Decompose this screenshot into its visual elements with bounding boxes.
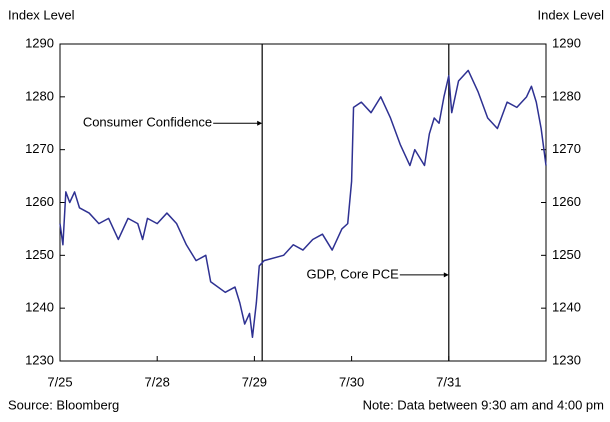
annotation-arrowhead xyxy=(257,120,263,126)
y2-tick-label: 1240 xyxy=(552,300,581,315)
y-tick-label: 1270 xyxy=(25,141,54,156)
y-tick-label: 1260 xyxy=(25,194,54,209)
y2-tick-label: 1290 xyxy=(552,35,581,50)
y-tick-label: 1240 xyxy=(25,300,54,315)
y2-tick-label: 1270 xyxy=(552,141,581,156)
y2-tick-label: 1260 xyxy=(552,194,581,209)
y-tick-label: 1290 xyxy=(25,35,54,50)
annotation-arrowhead xyxy=(443,272,449,278)
y-tick-label: 1280 xyxy=(25,88,54,103)
x-tick-label: 7/29 xyxy=(242,374,267,389)
annotation: GDP, Core PCE xyxy=(307,266,400,281)
x-tick-label: 7/30 xyxy=(339,374,364,389)
y2-tick-label: 1230 xyxy=(552,352,581,367)
series-line xyxy=(59,69,547,338)
plot-frame xyxy=(59,43,547,362)
x-tick-label: 7/25 xyxy=(47,374,72,389)
y2-tick-label: 1250 xyxy=(552,247,581,262)
y-axis-label: Index Level xyxy=(8,7,75,22)
y2-axis-label: Index Level xyxy=(538,7,605,22)
annotation: Consumer Confidence xyxy=(83,115,212,130)
x-tick-label: 7/28 xyxy=(145,374,170,389)
y2-tick-label: 1280 xyxy=(552,88,581,103)
x-tick-label: 7/31 xyxy=(436,374,461,389)
y-tick-label: 1250 xyxy=(25,247,54,262)
source: Source: Bloomberg xyxy=(8,397,119,412)
note: Note: Data between 9:30 am and 4:00 pm xyxy=(363,397,604,412)
y-tick-label: 1230 xyxy=(25,352,54,367)
